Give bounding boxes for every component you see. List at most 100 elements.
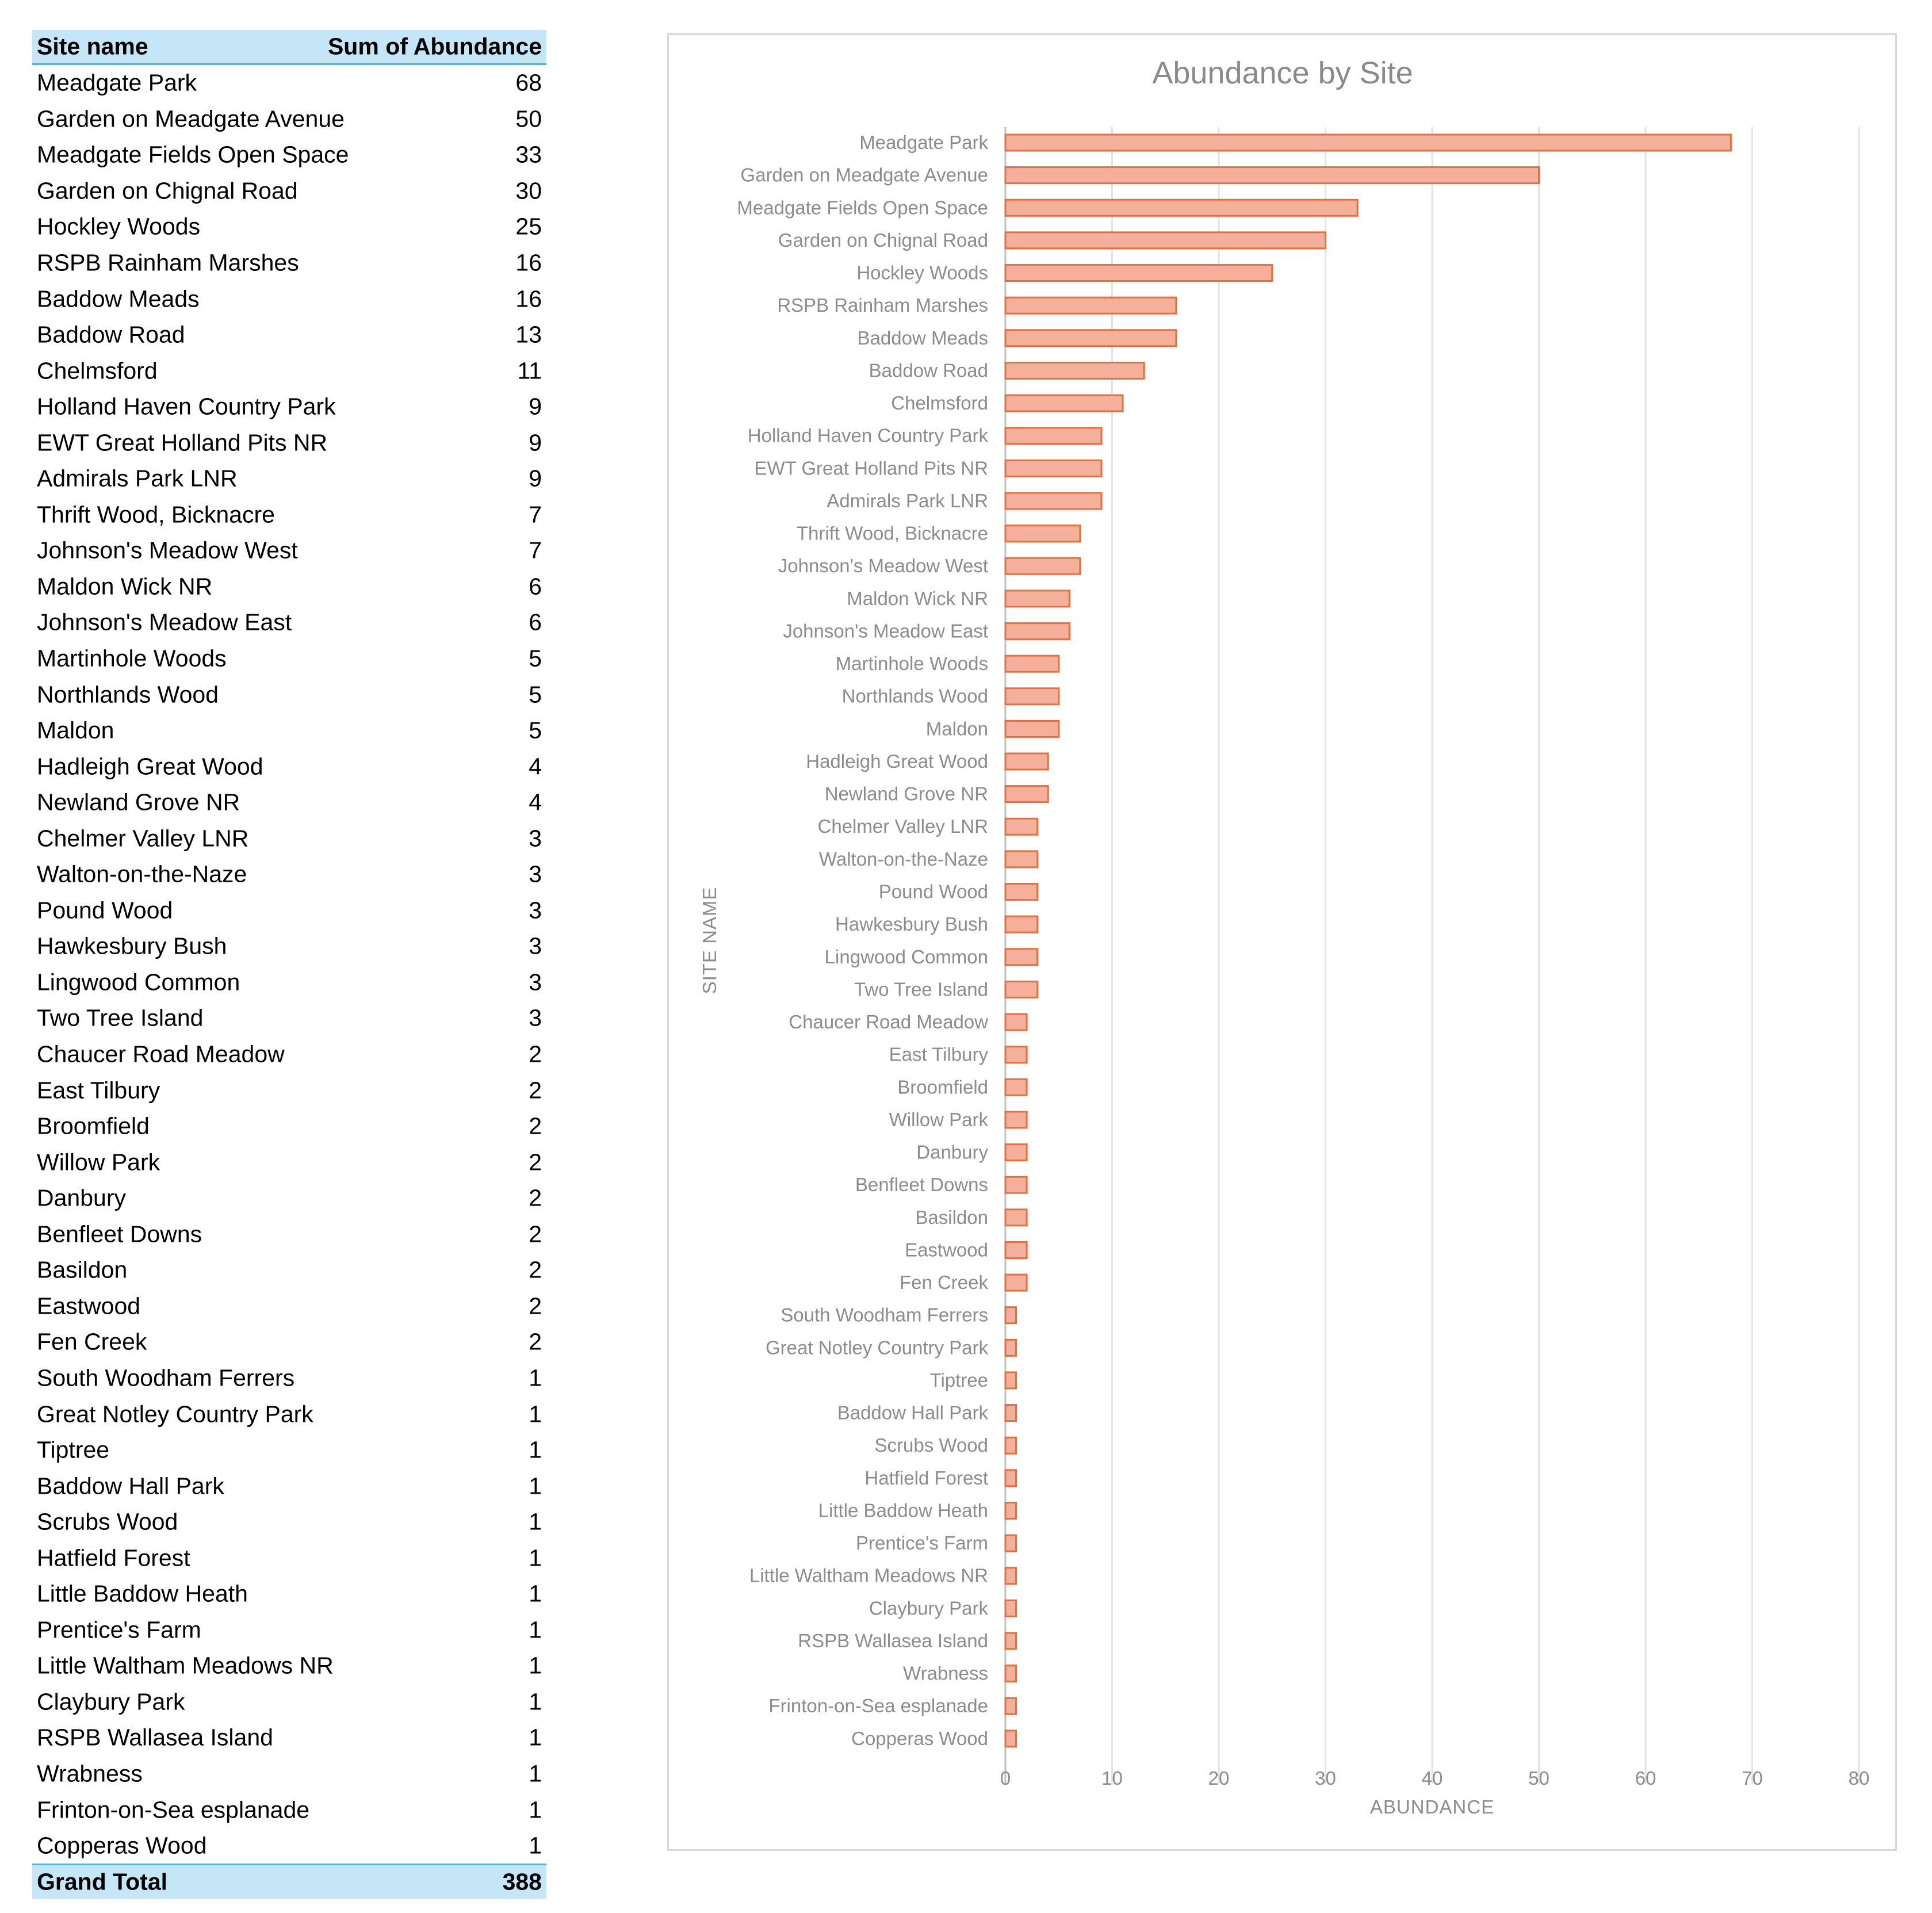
bar[interactable] — [1004, 720, 1060, 738]
bar[interactable] — [1004, 1501, 1017, 1520]
abundance-cell[interactable]: 5 — [529, 645, 542, 672]
abundance-cell[interactable]: 4 — [529, 789, 542, 816]
site-name-cell[interactable]: Newland Grove NR — [37, 789, 240, 816]
site-name-cell[interactable]: Lingwood Common — [37, 969, 240, 996]
abundance-cell[interactable]: 7 — [529, 501, 542, 528]
abundance-cell[interactable]: 3 — [529, 1004, 542, 1031]
bar[interactable] — [1004, 1013, 1028, 1031]
bar[interactable] — [1004, 133, 1732, 152]
bar[interactable] — [1004, 1046, 1028, 1064]
bar[interactable] — [1004, 948, 1039, 966]
abundance-cell[interactable]: 1 — [529, 1401, 542, 1427]
bar[interactable] — [1004, 655, 1060, 673]
bar[interactable] — [1004, 525, 1081, 543]
bar[interactable] — [1004, 1632, 1017, 1650]
site-name-cell[interactable]: Scrubs Wood — [37, 1508, 178, 1535]
site-name-cell[interactable]: Claybury Park — [37, 1688, 185, 1715]
site-name-cell[interactable]: Johnson's Meadow East — [37, 609, 292, 636]
bar[interactable] — [1004, 687, 1060, 706]
bar[interactable] — [1004, 850, 1039, 868]
site-name-cell[interactable]: Copperas Wood — [37, 1832, 207, 1859]
site-name-cell[interactable]: Great Notley Country Park — [37, 1401, 313, 1427]
abundance-cell[interactable]: 1 — [529, 1796, 542, 1823]
bar[interactable] — [1004, 915, 1039, 933]
grand-total-label[interactable]: Grand Total — [37, 1868, 168, 1895]
abundance-cell[interactable]: 3 — [529, 969, 542, 996]
bar[interactable] — [1004, 1111, 1028, 1129]
abundance-cell[interactable]: 13 — [515, 321, 542, 348]
site-name-cell[interactable]: Frinton-on-Sea esplanade — [37, 1796, 310, 1823]
header-site-name[interactable]: Site name — [37, 33, 148, 60]
bar[interactable] — [1004, 492, 1103, 510]
bar[interactable] — [1004, 361, 1145, 380]
site-name-cell[interactable]: Hawkesbury Bush — [37, 932, 227, 959]
abundance-cell[interactable]: 1 — [529, 1616, 542, 1643]
site-name-cell[interactable]: Fen Creek — [37, 1328, 147, 1355]
site-name-cell[interactable]: Maldon Wick NR — [37, 573, 213, 600]
bar[interactable] — [1004, 1371, 1017, 1390]
site-name-cell[interactable]: Basildon — [37, 1256, 128, 1283]
site-name-cell[interactable]: Admirals Park LNR — [37, 465, 238, 492]
bar[interactable] — [1004, 1078, 1028, 1096]
bar[interactable] — [1004, 1143, 1028, 1162]
abundance-cell[interactable]: 1 — [529, 1580, 542, 1607]
abundance-cell[interactable]: 3 — [529, 860, 542, 887]
site-name-cell[interactable]: Garden on Meadgate Avenue — [37, 105, 345, 132]
abundance-cell[interactable]: 1 — [529, 1832, 542, 1859]
site-name-cell[interactable]: Hockley Woods — [37, 213, 201, 240]
bar[interactable] — [1004, 1273, 1028, 1292]
abundance-cell[interactable]: 5 — [529, 681, 542, 708]
site-name-cell[interactable]: Little Waltham Meadows NR — [37, 1652, 334, 1679]
site-name-cell[interactable]: Danbury — [37, 1184, 126, 1211]
bar[interactable] — [1004, 1241, 1028, 1259]
bar[interactable] — [1004, 1534, 1017, 1552]
site-name-cell[interactable]: Holland Haven Country Park — [37, 393, 336, 420]
site-name-cell[interactable]: Pound Wood — [37, 897, 173, 924]
site-name-cell[interactable]: Prentice's Farm — [37, 1616, 201, 1643]
bar[interactable] — [1004, 394, 1124, 412]
abundance-cell[interactable]: 2 — [529, 1077, 542, 1104]
bar[interactable] — [1004, 1208, 1028, 1227]
site-name-cell[interactable]: Northlands Wood — [37, 681, 219, 708]
bar[interactable] — [1004, 557, 1081, 575]
abundance-cell[interactable]: 3 — [529, 932, 542, 959]
bar[interactable] — [1004, 198, 1359, 217]
abundance-cell[interactable]: 68 — [515, 69, 542, 96]
abundance-cell[interactable]: 2 — [529, 1149, 542, 1176]
abundance-cell[interactable]: 9 — [529, 465, 542, 492]
bar[interactable] — [1004, 785, 1049, 804]
bar[interactable] — [1004, 1436, 1017, 1455]
abundance-cell[interactable]: 1 — [529, 1436, 542, 1463]
abundance-cell[interactable]: 2 — [529, 1256, 542, 1283]
abundance-cell[interactable]: 2 — [529, 1328, 542, 1355]
site-name-cell[interactable]: RSPB Rainham Marshes — [37, 249, 299, 276]
grand-total-value[interactable]: 388 — [502, 1868, 542, 1895]
site-name-cell[interactable]: Martinhole Woods — [37, 645, 227, 672]
abundance-cell[interactable]: 1 — [529, 1364, 542, 1391]
abundance-cell[interactable]: 3 — [529, 825, 542, 852]
site-name-cell[interactable]: Baddow Meads — [37, 285, 200, 312]
abundance-cell[interactable]: 33 — [515, 141, 542, 168]
bar[interactable] — [1004, 752, 1049, 771]
abundance-cell[interactable]: 16 — [515, 249, 542, 276]
bar[interactable] — [1004, 1404, 1017, 1422]
abundance-cell[interactable]: 1 — [529, 1508, 542, 1535]
site-name-cell[interactable]: Baddow Road — [37, 321, 185, 348]
bar[interactable] — [1004, 1730, 1017, 1748]
bar[interactable] — [1004, 1599, 1017, 1617]
abundance-cell[interactable]: 7 — [529, 537, 542, 564]
site-name-cell[interactable]: Maldon — [37, 717, 114, 744]
abundance-cell[interactable]: 25 — [515, 213, 542, 240]
site-name-cell[interactable]: Wrabness — [37, 1760, 143, 1787]
abundance-cell[interactable]: 1 — [529, 1760, 542, 1787]
site-name-cell[interactable]: Hatfield Forest — [37, 1544, 190, 1571]
site-name-cell[interactable]: RSPB Wallasea Island — [37, 1724, 273, 1751]
abundance-cell[interactable]: 9 — [529, 429, 542, 456]
abundance-cell[interactable]: 1 — [529, 1724, 542, 1751]
abundance-cell[interactable]: 2 — [529, 1221, 542, 1248]
bar[interactable] — [1004, 1306, 1017, 1325]
abundance-cell[interactable]: 1 — [529, 1652, 542, 1679]
abundance-cell[interactable]: 9 — [529, 393, 542, 420]
site-name-cell[interactable]: Willow Park — [37, 1149, 160, 1176]
abundance-cell[interactable]: 11 — [517, 357, 542, 384]
